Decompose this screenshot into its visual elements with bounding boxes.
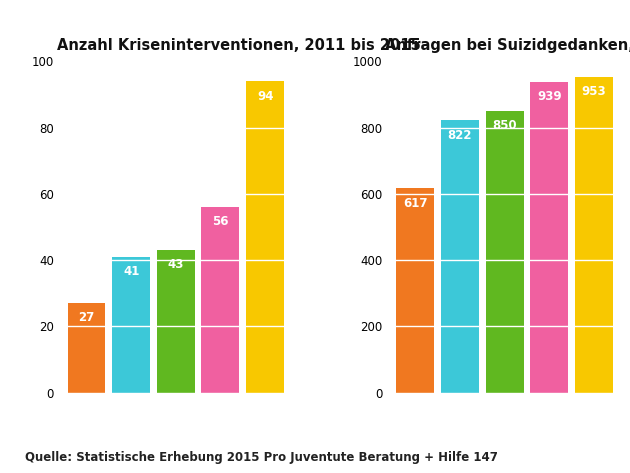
Text: 2013: 2013 xyxy=(159,375,192,388)
Bar xyxy=(396,188,434,393)
Text: Quelle: Statistische Erhebung 2015 Pro Juventute Beratung + Hilfe 147: Quelle: Statistische Erhebung 2015 Pro J… xyxy=(25,451,498,464)
Text: 2011: 2011 xyxy=(71,375,103,388)
Bar xyxy=(575,77,613,393)
Text: 953: 953 xyxy=(581,85,606,98)
Text: 2015: 2015 xyxy=(249,375,282,388)
Text: 43: 43 xyxy=(168,258,184,272)
Text: 2014: 2014 xyxy=(533,375,566,388)
Text: 2011: 2011 xyxy=(399,375,432,388)
Text: 56: 56 xyxy=(212,216,229,228)
Text: 850: 850 xyxy=(492,120,517,132)
Text: 27: 27 xyxy=(78,311,94,324)
Text: 2013: 2013 xyxy=(488,375,521,388)
Text: 41: 41 xyxy=(123,265,139,278)
Bar xyxy=(157,250,195,393)
Text: 939: 939 xyxy=(537,90,561,103)
Text: 2012: 2012 xyxy=(444,375,476,388)
Bar xyxy=(530,82,568,393)
Text: 2014: 2014 xyxy=(204,375,237,388)
Bar xyxy=(67,303,105,393)
Bar xyxy=(246,81,284,393)
Bar xyxy=(202,207,239,393)
Text: 822: 822 xyxy=(448,129,472,142)
Bar xyxy=(112,257,150,393)
Text: Anfragen bei Suizidgedanken, 2011 bis 2015: Anfragen bei Suizidgedanken, 2011 bis 20… xyxy=(386,38,630,53)
Text: 2012: 2012 xyxy=(115,375,147,388)
Text: 2015: 2015 xyxy=(578,375,610,388)
Text: 617: 617 xyxy=(403,197,428,210)
Text: 94: 94 xyxy=(257,90,273,103)
Bar xyxy=(441,121,479,393)
Text: Anzahl Kriseninterventionen, 2011 bis 2015: Anzahl Kriseninterventionen, 2011 bis 20… xyxy=(57,38,420,53)
Bar xyxy=(486,111,524,393)
